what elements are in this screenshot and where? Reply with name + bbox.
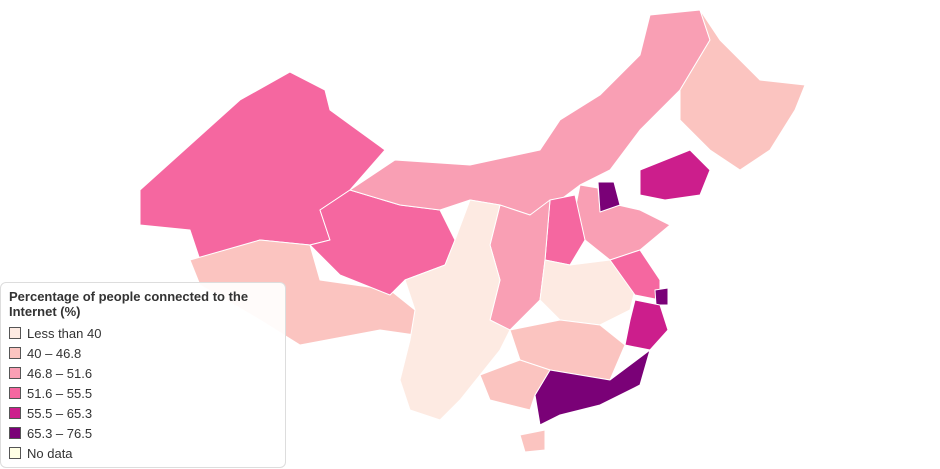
legend-label: Less than 40 xyxy=(27,325,102,341)
region xyxy=(624,299,669,351)
region xyxy=(679,9,806,171)
legend-swatch xyxy=(9,407,21,419)
legend-swatch xyxy=(9,367,21,379)
legend-label: 65.3 – 76.5 xyxy=(27,425,93,441)
legend-swatch xyxy=(9,347,21,359)
legend-swatch xyxy=(9,427,21,439)
legend-item[interactable]: No data xyxy=(9,443,277,463)
legend-item[interactable]: 55.5 – 65.3 xyxy=(9,403,277,423)
legend-items: Less than 40 40 – 46.8 46.8 – 51.6 51.6 – 5… xyxy=(9,323,277,463)
legend-item[interactable]: 46.8 – 51.6 xyxy=(9,363,277,383)
legend-item[interactable]: 51.6 – 55.5 xyxy=(9,383,277,403)
region xyxy=(639,149,711,201)
legend-swatch xyxy=(9,387,21,399)
region xyxy=(597,181,621,213)
region xyxy=(654,287,669,306)
legend: Percentage of people connected to the In… xyxy=(0,282,286,468)
region xyxy=(479,359,551,411)
legend-title: Percentage of people connected to the In… xyxy=(9,289,249,319)
legend-swatch xyxy=(9,327,21,339)
region xyxy=(309,189,456,296)
legend-item[interactable]: Less than 40 xyxy=(9,323,277,343)
region xyxy=(489,199,551,331)
region xyxy=(519,429,546,453)
region xyxy=(399,199,511,421)
legend-label: No data xyxy=(27,445,73,461)
legend-label: 40 – 46.8 xyxy=(27,345,82,361)
legend-label: 46.8 – 51.6 xyxy=(27,365,93,381)
region xyxy=(534,349,651,426)
legend-item[interactable]: 65.3 – 76.5 xyxy=(9,423,277,443)
legend-label: 55.5 – 65.3 xyxy=(27,405,93,421)
legend-swatch xyxy=(9,447,21,459)
legend-label: 51.6 – 55.5 xyxy=(27,385,93,401)
legend-item[interactable]: 40 – 46.8 xyxy=(9,343,277,363)
